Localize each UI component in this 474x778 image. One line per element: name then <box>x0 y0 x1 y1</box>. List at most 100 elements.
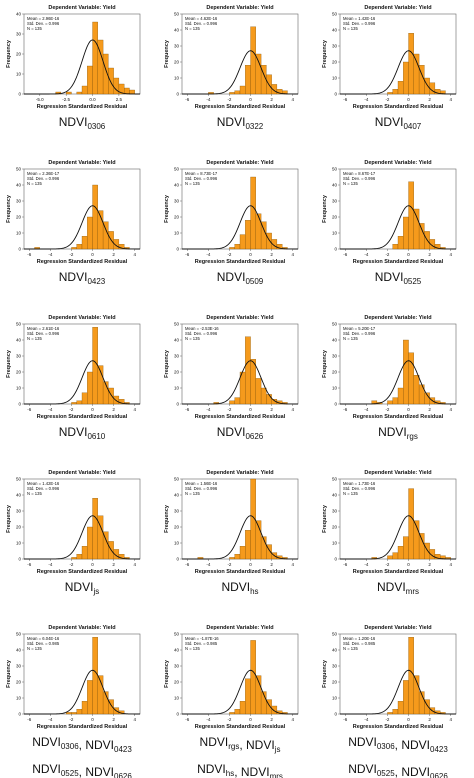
histogram-bar <box>255 213 262 250</box>
caption-base: NDVI <box>348 735 377 749</box>
normal-curve <box>24 39 140 95</box>
stats-label: Std. Dev. = 0.996 <box>343 21 376 26</box>
y-axis-label: Frequency <box>6 39 12 68</box>
histogram-bar <box>229 557 235 560</box>
histogram-bar <box>76 244 83 250</box>
histogram-bar <box>250 359 256 405</box>
stats-label: Mean = 2.36E-17 <box>27 171 60 176</box>
y-tick-label: 30 <box>174 199 180 204</box>
normal-curve <box>24 205 140 250</box>
caption: NDVI0525, NDVI0626 <box>32 762 132 778</box>
y-tick-label: 0 <box>18 402 21 407</box>
histogram-bar <box>245 678 251 715</box>
histogram-bar <box>234 554 241 560</box>
y-tick-label: 0 <box>18 247 21 252</box>
x-tick-label: -4 <box>48 717 52 722</box>
plot-area <box>339 478 457 560</box>
y-axis-label: Frequency <box>6 349 12 378</box>
histogram-bar <box>250 640 256 715</box>
panel-title: Dependent Variable: Yield <box>48 5 115 11</box>
caption: NDVIjs <box>65 580 99 596</box>
histogram-bar <box>234 244 241 250</box>
y-tick-label: 10 <box>174 231 180 236</box>
x-tick-label: 4 <box>133 717 136 722</box>
y-tick-label: 30 <box>332 664 338 669</box>
y-tick-label: 30 <box>16 354 22 359</box>
x-tick-label: -6 <box>343 407 347 412</box>
x-tick-label: 4 <box>449 407 452 412</box>
caption-sub: 0626 <box>245 432 263 441</box>
x-tick-label: 2 <box>428 717 431 722</box>
x-tick-label: 4 <box>449 97 452 102</box>
histogram-bar <box>418 533 425 560</box>
caption-separator: , <box>79 738 86 752</box>
y-axis-label: Frequency <box>6 194 12 223</box>
x-axis-label: Regression Standardized Residual <box>195 259 286 265</box>
y-tick-label: 50 <box>174 167 180 172</box>
stats-label: Mean = 1.56E-16 <box>185 481 218 486</box>
x-tick-label: -2 <box>227 407 231 412</box>
x-tick-label: 4 <box>449 252 452 257</box>
histogram-bar <box>397 387 404 405</box>
y-tick-label: 10 <box>332 541 338 546</box>
stats-label: N = 135 <box>185 26 200 31</box>
y-tick-label: 30 <box>16 199 22 204</box>
caption-sub: 0525 <box>403 277 421 286</box>
panel-title: Dependent Variable: Yield <box>48 470 115 476</box>
histogram-bar <box>392 397 399 405</box>
x-tick-label: -2 <box>385 407 389 412</box>
x-tick-label: 2 <box>270 252 273 257</box>
y-tick-label: 50 <box>174 477 180 482</box>
x-tick-label: -6 <box>27 562 31 567</box>
stats-label: Std. Dev. = 0.996 <box>27 486 60 491</box>
histogram-bar <box>234 397 241 405</box>
histogram-bar <box>81 236 88 250</box>
y-tick-label: 0 <box>18 92 21 97</box>
y-tick-label: 30 <box>16 509 22 514</box>
stats-label: Mean = 5.20E-17 <box>343 326 376 331</box>
panel-title: Dependent Variable: Yield <box>364 470 431 476</box>
histogram-bar <box>92 327 98 405</box>
x-tick-label: -2 <box>385 97 389 102</box>
histogram-bar <box>229 400 235 405</box>
caption: NDVImrs <box>377 580 419 596</box>
caption-base: NDVI <box>197 762 226 776</box>
y-axis-label: Frequency <box>164 659 170 688</box>
y-tick-label: 20 <box>332 215 338 220</box>
stats-label: N = 135 <box>27 26 42 31</box>
y-tick-label: 20 <box>16 370 22 375</box>
panel-title: Dependent Variable: Yield <box>206 160 273 166</box>
caption-sub: 0525 <box>377 769 395 778</box>
caption-base: NDVI <box>246 738 275 752</box>
normal-curve <box>182 50 298 95</box>
stats-label: N = 135 <box>343 181 358 186</box>
panel-title: Dependent Variable: Yield <box>48 315 115 321</box>
x-tick-label: -2 <box>227 562 231 567</box>
stats-label: Mean = -1.87E-16 <box>185 636 219 641</box>
panel-title: Dependent Variable: Yield <box>206 470 273 476</box>
stats-label: Mean = 2.96E-16 <box>27 16 60 21</box>
histogram-bar <box>129 89 135 95</box>
normal-curve <box>182 360 298 405</box>
histogram-bar <box>66 91 72 95</box>
y-tick-label: 40 <box>174 28 180 33</box>
histogram-bar <box>255 378 262 405</box>
panel-title: Dependent Variable: Yield <box>206 5 273 11</box>
caption-sub: 0306 <box>377 742 395 751</box>
histogram-bar <box>403 61 409 95</box>
x-tick-label: 0 <box>249 407 252 412</box>
x-axis-label: Regression Standardized Residual <box>353 259 444 265</box>
y-tick-label: 20 <box>174 525 180 530</box>
normal-curve <box>340 205 456 250</box>
caption: NDVI0306, NDVI0423 <box>348 735 448 754</box>
x-tick-label: -2 <box>69 407 73 412</box>
y-axis-label: Frequency <box>164 194 170 223</box>
x-tick-label: -2 <box>69 717 73 722</box>
histogram-bar <box>424 699 430 715</box>
y-tick-label: 20 <box>174 680 180 685</box>
x-tick-label: -6 <box>185 97 189 102</box>
histogram-bar <box>434 244 441 250</box>
x-tick-label: -4 <box>364 252 368 257</box>
x-tick-label: 0 <box>407 562 410 567</box>
